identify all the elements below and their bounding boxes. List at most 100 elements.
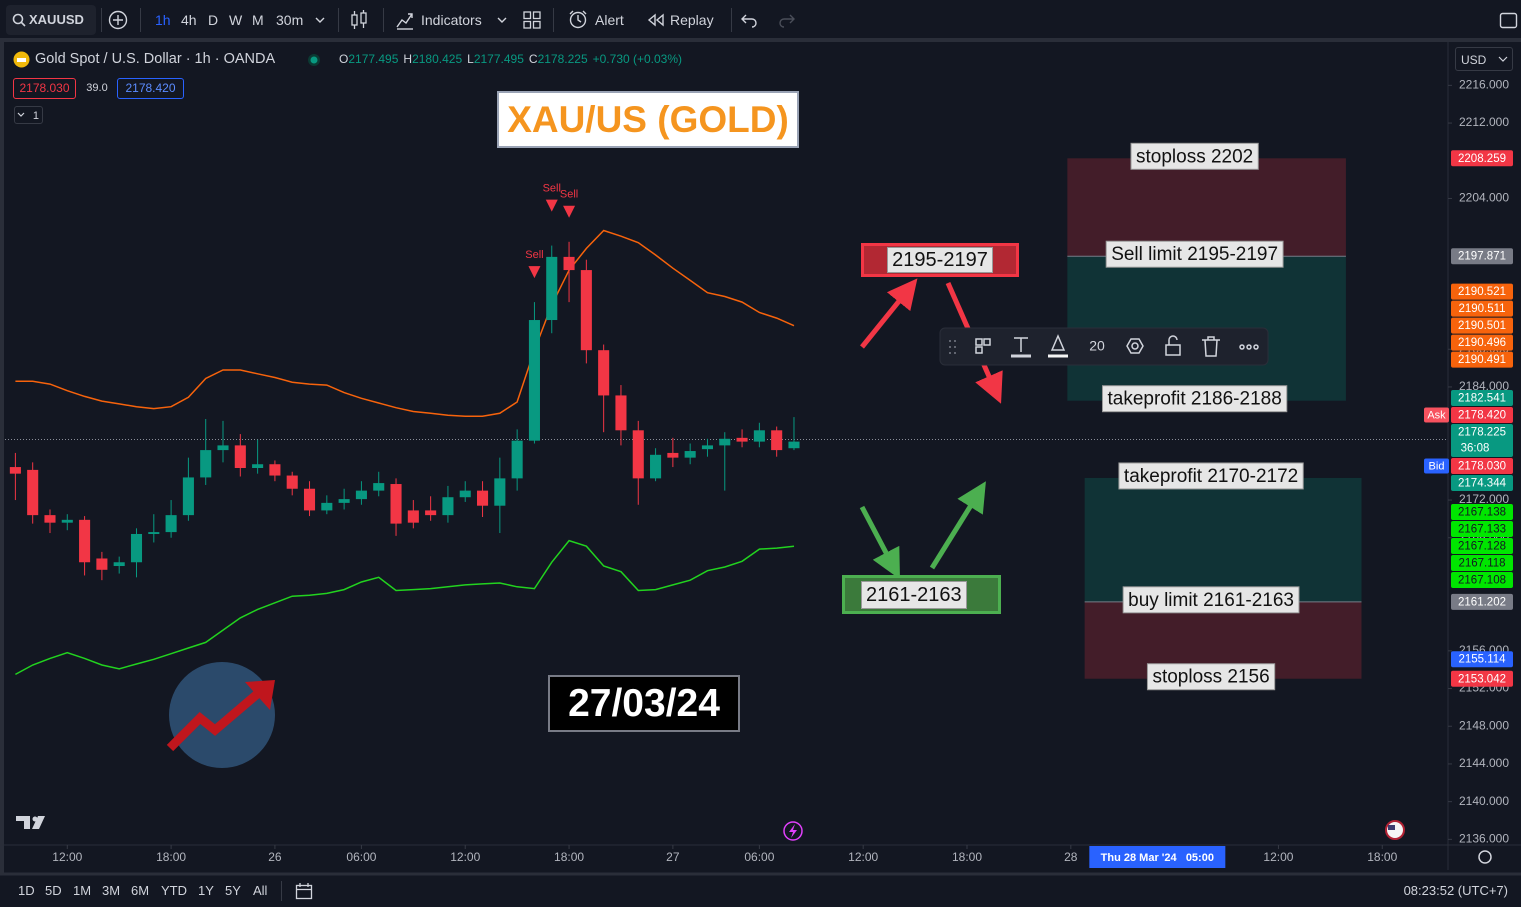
range-button[interactable]: 5D bbox=[45, 883, 62, 898]
alert-button[interactable]: Alert bbox=[595, 12, 624, 28]
range-button[interactable]: All bbox=[253, 883, 268, 898]
tv-logo bbox=[16, 816, 45, 829]
risk-zone bbox=[1067, 158, 1346, 257]
price-tag bbox=[1451, 475, 1513, 492]
price-tag bbox=[1451, 334, 1513, 351]
position-label: takeprofit 2186-2188 bbox=[1107, 389, 1281, 410]
price-tag-label: 2190.521 bbox=[1458, 286, 1506, 298]
x-tick-label: 18:00 bbox=[554, 850, 584, 864]
logo-arrow bbox=[166, 686, 265, 752]
event-icon[interactable] bbox=[783, 821, 803, 841]
logo bbox=[169, 662, 275, 768]
separator bbox=[553, 8, 554, 32]
indicators-button[interactable]: Indicators bbox=[421, 12, 482, 28]
candle-body bbox=[200, 450, 212, 478]
candle-body bbox=[788, 441, 800, 449]
price-tag-label: 2178.420 bbox=[1458, 410, 1506, 422]
indicators-toggle[interactable]: 1 bbox=[14, 106, 43, 124]
price-tag bbox=[1451, 670, 1513, 687]
alert-icon bbox=[569, 10, 587, 29]
candle-body bbox=[9, 467, 21, 474]
candle-body bbox=[632, 430, 644, 479]
redo-button[interactable] bbox=[778, 12, 796, 28]
symbol-icon bbox=[13, 51, 30, 68]
candle-body bbox=[546, 256, 558, 321]
range-button[interactable]: 1D bbox=[18, 883, 35, 898]
interval[interactable]: W bbox=[229, 12, 243, 28]
range-button[interactable]: 1Y bbox=[198, 883, 214, 898]
candle-body bbox=[269, 464, 281, 476]
replay-button[interactable]: Replay bbox=[670, 12, 714, 28]
price-tag-label: 2190.491 bbox=[1458, 354, 1506, 366]
price-tag bbox=[1451, 458, 1513, 475]
candle-body bbox=[321, 502, 333, 511]
band-line bbox=[15, 229, 795, 417]
range-button[interactable]: 1M bbox=[73, 883, 92, 898]
currency-select[interactable]: USD bbox=[1455, 47, 1513, 71]
price-tag-label: 2161.202 bbox=[1458, 596, 1506, 608]
candle-body bbox=[494, 478, 506, 506]
fullscreen-button[interactable] bbox=[1499, 11, 1519, 31]
y-tick-label: 2144.000 bbox=[1459, 756, 1509, 770]
symbol-search[interactable] bbox=[6, 5, 96, 35]
price-tag-label: 2174.344 bbox=[1458, 478, 1507, 490]
undo-button[interactable] bbox=[740, 12, 758, 28]
arrow bbox=[859, 505, 900, 580]
price-tag-label: 2167.128 bbox=[1458, 541, 1506, 553]
candle-body bbox=[27, 469, 39, 516]
separator bbox=[383, 8, 384, 32]
price-tag bbox=[1451, 150, 1513, 167]
band-line bbox=[15, 539, 795, 676]
x-tick-label: 06:00 bbox=[744, 850, 774, 864]
price-tag-label: 2167.108 bbox=[1458, 575, 1506, 587]
sell-zone-box: 2195-2197 bbox=[861, 243, 1019, 277]
separator bbox=[338, 8, 339, 32]
ohlc-key: C bbox=[528, 52, 538, 66]
interval-dropdown[interactable] bbox=[314, 15, 326, 25]
candle-body bbox=[563, 256, 575, 271]
candle-body bbox=[407, 510, 419, 523]
logo-arrow-head bbox=[245, 680, 275, 710]
position-label-box bbox=[1101, 385, 1288, 413]
ohlc-value: 2180.425 bbox=[412, 52, 463, 66]
price-tag-label: 2190.501 bbox=[1458, 320, 1506, 332]
interval[interactable]: D bbox=[208, 12, 219, 28]
range-button[interactable]: YTD bbox=[161, 883, 187, 898]
position-label: takeprofit 2170-2172 bbox=[1124, 466, 1298, 487]
y-tick-label: 2140.000 bbox=[1459, 794, 1509, 808]
sell-signal-label: Sell bbox=[543, 182, 561, 194]
sell-button[interactable]: 2178.030 bbox=[13, 78, 76, 99]
price-tag bbox=[1451, 593, 1513, 610]
range-button[interactable]: 3M bbox=[102, 883, 121, 898]
candle-body bbox=[528, 320, 540, 441]
candle-body bbox=[355, 490, 367, 500]
indicators-dropdown[interactable] bbox=[496, 15, 508, 25]
symbol[interactable]: XAUUSD bbox=[29, 12, 84, 27]
interval[interactable]: 1h bbox=[155, 12, 171, 28]
date-range-button[interactable] bbox=[295, 882, 313, 900]
ohlc-value: 2178.225 bbox=[537, 52, 588, 66]
buy-zone-label: 2161-2163 bbox=[861, 580, 967, 609]
price-tag bbox=[1451, 351, 1513, 368]
range-button[interactable]: 5Y bbox=[225, 883, 241, 898]
layout-button[interactable] bbox=[523, 11, 541, 29]
line-width[interactable]: 20 bbox=[1089, 338, 1105, 354]
candle-body bbox=[771, 430, 783, 451]
candle-body bbox=[650, 454, 662, 479]
ohlc-key: H bbox=[403, 52, 413, 66]
chart-type-button[interactable] bbox=[349, 9, 369, 31]
x-tick-label: 18:00 bbox=[1367, 850, 1397, 864]
interval[interactable]: 4h bbox=[181, 12, 197, 28]
compare-button[interactable] bbox=[108, 10, 128, 30]
candle-body bbox=[753, 430, 765, 442]
price-tag-label: 2155.114 bbox=[1458, 654, 1506, 666]
interval[interactable]: M bbox=[252, 12, 264, 28]
interval[interactable]: 30m bbox=[276, 12, 304, 28]
settings-icon[interactable] bbox=[1478, 850, 1492, 864]
range-button[interactable]: 6M bbox=[131, 883, 150, 898]
x-tick-label: 18:00 bbox=[952, 850, 982, 864]
buy-button[interactable]: 2178.420 bbox=[117, 78, 184, 99]
price-tag-label: 2178.225 bbox=[1458, 427, 1506, 439]
price-tag-label: 2197.871 bbox=[1458, 251, 1506, 263]
price-tag-label: 2178.030 bbox=[1458, 461, 1506, 473]
